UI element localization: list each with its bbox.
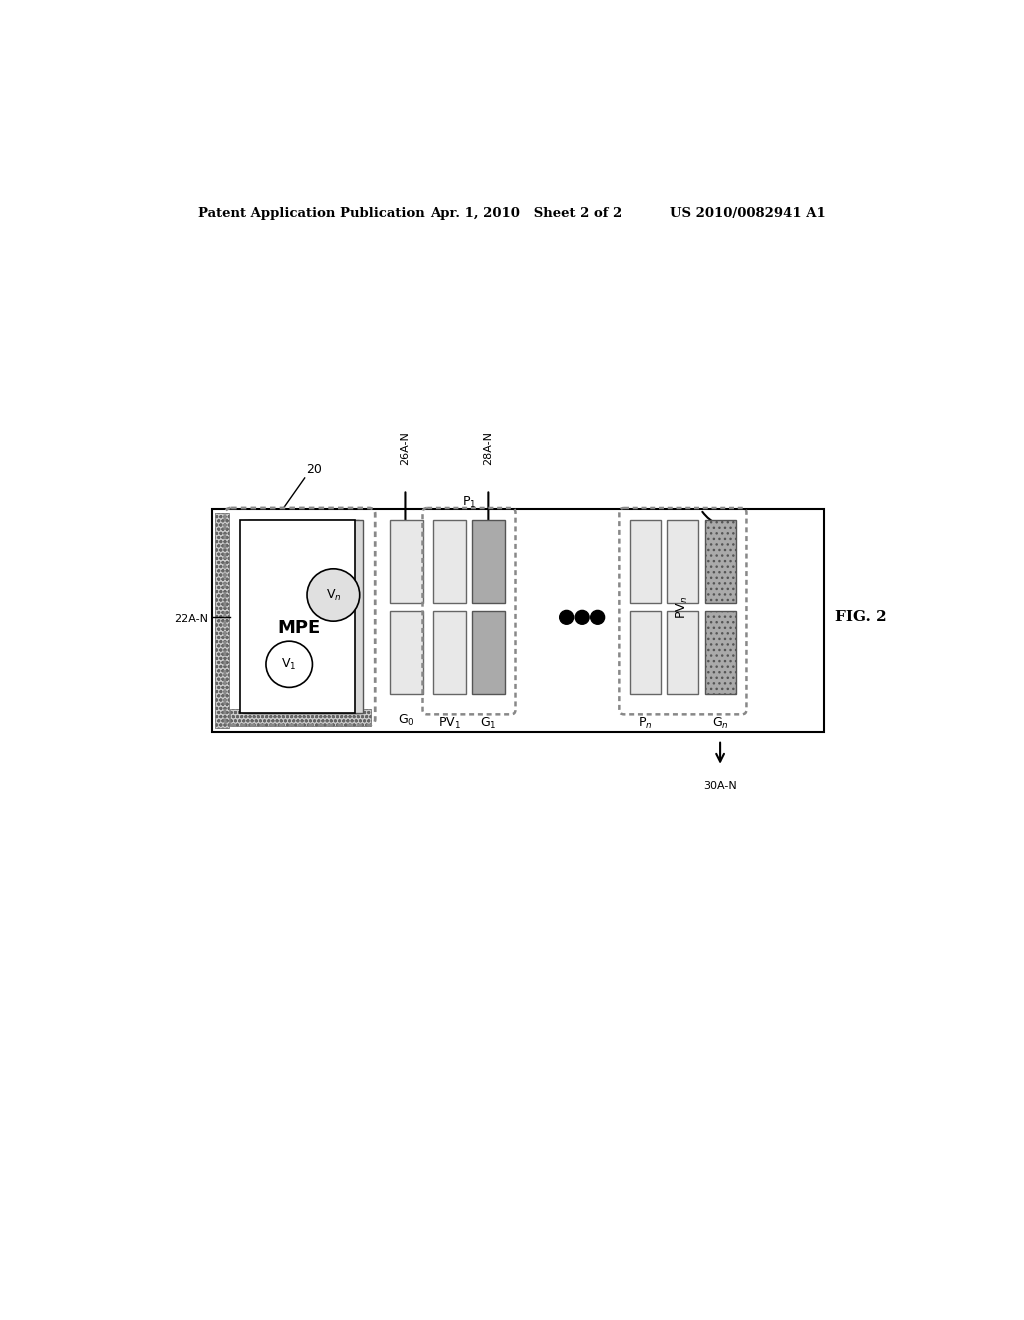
Text: 22A-N: 22A-N (175, 614, 209, 624)
Bar (212, 508, 824, 733)
Text: V$_n$: V$_n$ (326, 587, 341, 602)
Text: MPE: MPE (278, 619, 321, 638)
Circle shape (591, 610, 604, 624)
Bar (390, 520, 423, 603)
Circle shape (575, 610, 589, 624)
Text: G$_0$: G$_0$ (397, 713, 415, 727)
Bar (472, 611, 505, 694)
Bar (472, 520, 505, 603)
Bar (668, 520, 698, 603)
Text: 28A-N: 28A-N (483, 430, 494, 465)
Text: 26A-N: 26A-N (400, 432, 411, 465)
Text: G$_1$: G$_1$ (480, 715, 497, 731)
Circle shape (560, 610, 573, 624)
Text: Apr. 1, 2010   Sheet 2 of 2: Apr. 1, 2010 Sheet 2 of 2 (430, 207, 623, 220)
Text: G$_n$: G$_n$ (712, 715, 728, 731)
Text: PV$_n$: PV$_n$ (676, 595, 690, 619)
FancyBboxPatch shape (248, 520, 362, 713)
Text: US 2010/0082941 A1: US 2010/0082941 A1 (671, 207, 826, 220)
Text: 30A-N: 30A-N (703, 780, 737, 791)
Bar (229, 709, 371, 726)
Bar (630, 520, 662, 603)
Bar (630, 611, 662, 694)
Text: V$_1$: V$_1$ (282, 657, 297, 672)
Text: Patent Application Publication: Patent Application Publication (198, 207, 425, 220)
Text: P$_n$: P$_n$ (638, 715, 653, 731)
Bar (705, 611, 735, 694)
Text: P$_1$: P$_1$ (462, 495, 476, 510)
Bar (705, 520, 735, 603)
FancyBboxPatch shape (245, 520, 359, 713)
Bar (668, 611, 698, 694)
Circle shape (307, 569, 359, 622)
Bar (433, 611, 466, 694)
Bar (433, 520, 466, 603)
Bar (215, 512, 228, 729)
FancyBboxPatch shape (241, 520, 355, 713)
Bar (390, 611, 423, 694)
Text: FIG. 2: FIG. 2 (835, 610, 887, 624)
Circle shape (266, 642, 312, 688)
Text: 20: 20 (306, 462, 323, 475)
Text: PV$_1$: PV$_1$ (438, 715, 461, 731)
